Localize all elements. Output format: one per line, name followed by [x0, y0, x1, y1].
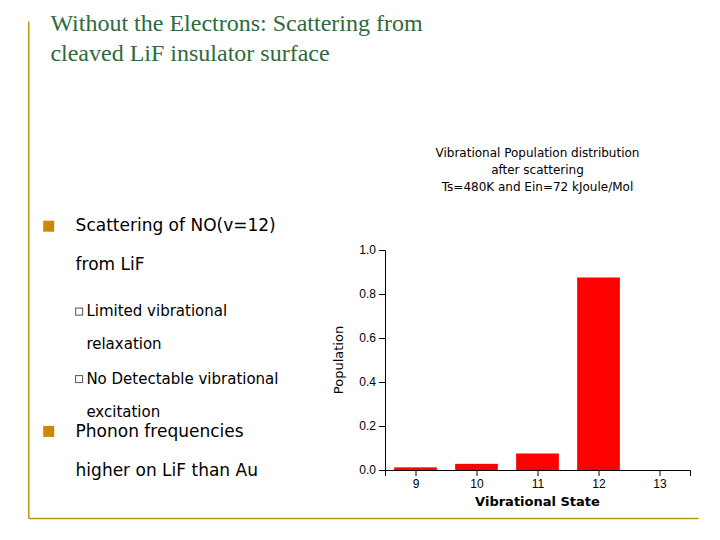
sub-bullet-text: Limited vibrational: [86, 302, 227, 320]
sub-bullet-text: excitation: [86, 403, 160, 421]
y-tick: 0.8: [359, 287, 385, 301]
x-tick-mark: [416, 470, 417, 476]
y-tick-mark: [379, 338, 385, 339]
x-tick-label: 10: [470, 477, 484, 491]
y-tick-label: 0.6: [359, 331, 376, 345]
x-axis: 9 10 11 12 13: [386, 470, 691, 491]
chart-title: Ts=480K and Ein=72 kJoule/Mol: [441, 180, 634, 194]
bullet-symbol: [43, 221, 54, 232]
x-tick: 13: [653, 470, 667, 491]
y-tick-mark: [379, 470, 385, 471]
y-tick-mark: [379, 250, 385, 251]
sub-bullet-symbol: [76, 376, 83, 383]
sub-bullet-text: No Detectable vibrational: [86, 370, 278, 388]
bar: [577, 278, 620, 471]
title: cleaved LiF insulator surface: [50, 40, 329, 66]
y-tick-label: 1.0: [359, 243, 376, 257]
y-tick: 1.0: [359, 243, 385, 257]
y-tick: 0.6: [359, 331, 385, 345]
x-tick: 11: [532, 470, 545, 491]
chart-title-group: Vibrational Population distribution after…: [436, 146, 640, 194]
title: Without the Electrons: Scattering from: [50, 10, 423, 36]
y-tick-label: 0.8: [359, 287, 376, 301]
y-tick-label: 0.2: [359, 419, 376, 433]
x-tick-mark: [660, 470, 661, 476]
y-tick-label: 0.0: [359, 463, 376, 477]
bar: [455, 464, 498, 470]
chart-title: after scattering: [491, 163, 584, 177]
y-tick-label: 0.4: [359, 375, 376, 389]
y-axis-label: Population: [331, 326, 346, 394]
bullet-text: higher on LiF than Au: [76, 460, 258, 480]
y-tick-mark: [379, 382, 385, 383]
sub-bullet-text: relaxation: [86, 335, 161, 353]
y-tick: 0.0: [359, 463, 385, 477]
title-group: Without the Electrons: Scattering from cl…: [50, 10, 423, 66]
x-tick: 12: [592, 470, 606, 491]
y-tick: 0.2: [359, 419, 385, 433]
y-tick-mark: [379, 294, 385, 295]
bar: [394, 467, 437, 470]
x-axis-label: Vibrational State: [475, 494, 600, 509]
x-tick-label: 12: [592, 477, 606, 491]
x-tick: 9: [413, 470, 420, 491]
bullet-text: Scattering of NO(v=12): [76, 215, 276, 235]
bar: [638, 470, 681, 471]
y-tick: 0.4: [359, 375, 385, 389]
x-tick-label: 9: [413, 477, 420, 491]
sub-bullet-symbol: [76, 308, 83, 315]
y-tick-mark: [379, 426, 385, 427]
bullet-symbol: [43, 426, 54, 437]
bars: [394, 278, 620, 471]
y-axis-line: [379, 251, 386, 471]
x-tick: 10: [470, 470, 484, 491]
bullet-text: from LiF: [76, 254, 145, 274]
bar: [516, 454, 559, 471]
x-axis-line: [386, 471, 691, 477]
bullet-panel: Scattering of NO(v=12) from LiF Limited vi…: [43, 215, 278, 479]
x-tick-mark: [477, 470, 478, 476]
chart-title: Vibrational Population distribution: [436, 146, 640, 160]
x-tick-label: 11: [532, 477, 545, 491]
bullet-text: Phonon frequencies: [76, 421, 244, 441]
x-tick-label: 13: [653, 477, 667, 491]
x-tick-mark: [538, 470, 539, 476]
slide: Without the Electrons: Scattering from cl…: [0, 0, 720, 540]
border-bottom: [29, 518, 699, 520]
border-left: [28, 22, 30, 519]
y-axis: 0.0 0.2 0.4 0.6 0.8 1.0: [359, 243, 385, 477]
x-tick-mark: [599, 470, 600, 476]
